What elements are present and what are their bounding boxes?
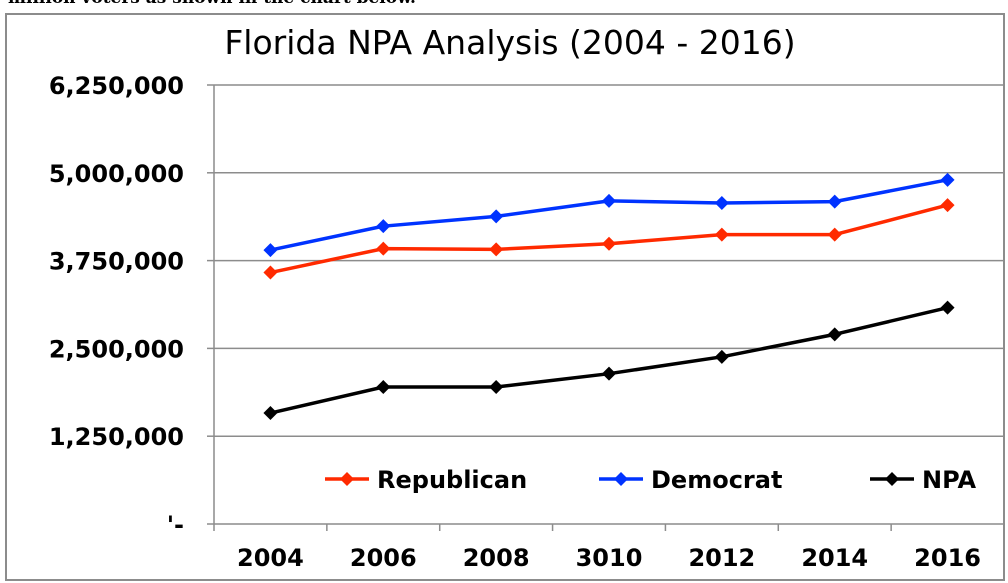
x-tick-label: 2004 <box>237 544 304 572</box>
data-point <box>489 242 504 257</box>
y-tick-label: 2,500,000 <box>49 335 184 363</box>
data-point <box>827 227 842 242</box>
data-point <box>376 241 391 256</box>
data-point <box>602 366 616 381</box>
data-point <box>940 198 955 213</box>
data-point <box>602 236 616 251</box>
series-line <box>270 305 948 415</box>
data-point <box>602 193 616 208</box>
axes <box>207 84 1004 531</box>
legend-entry-democrat: Democrat <box>599 466 782 494</box>
y-tick-label: 1,250,000 <box>49 423 184 451</box>
x-tick-label: 3010 <box>576 544 643 572</box>
data-point <box>714 196 729 211</box>
data-point <box>263 243 278 258</box>
chart-border <box>5 13 1005 581</box>
x-tick-label: 2016 <box>914 544 981 572</box>
series-group <box>263 172 955 421</box>
legend-marker <box>885 472 899 486</box>
legend-entry-republican: Republican <box>325 466 527 494</box>
series-republican <box>263 198 955 280</box>
x-tick-label: 2014 <box>801 544 868 572</box>
data-point <box>489 380 504 395</box>
data-point <box>489 209 504 224</box>
y-tick-label: 5,000,000 <box>49 160 184 188</box>
legend-marker <box>614 472 628 486</box>
legend-label: NPA <box>922 466 976 494</box>
data-point <box>827 327 842 342</box>
series-npa <box>263 300 955 421</box>
chart-title: Florida NPA Analysis (2004 - 2016) <box>224 23 795 62</box>
x-tick-label: 2012 <box>688 544 755 572</box>
tick-labels: '- 1,250,000 2,500,000 3,750,000 5,000,000 6,… <box>49 72 981 572</box>
page-text-fragment: million voters as shown in the chart bel… <box>8 0 416 8</box>
data-point <box>263 406 278 421</box>
x-tick-label: 2006 <box>350 544 417 572</box>
y-tick-label: '- <box>167 511 184 539</box>
legend-marker <box>340 472 354 486</box>
data-point <box>376 380 391 395</box>
legend: Republican Democrat NPA <box>325 466 976 494</box>
data-point <box>714 227 729 242</box>
data-point <box>940 172 955 187</box>
legend-entry-npa: NPA <box>870 466 976 494</box>
y-tick-label: 3,750,000 <box>49 248 184 276</box>
data-point <box>714 349 729 364</box>
data-point <box>827 194 842 209</box>
data-point <box>940 300 955 315</box>
x-tick-label: 2008 <box>463 544 530 572</box>
data-point <box>376 219 391 234</box>
legend-label: Democrat <box>651 466 782 494</box>
gridlines <box>214 84 1004 437</box>
y-tick-label: 6,250,000 <box>49 72 184 100</box>
data-point <box>263 265 278 280</box>
legend-label: Republican <box>377 466 527 494</box>
series-democrat <box>263 172 955 258</box>
